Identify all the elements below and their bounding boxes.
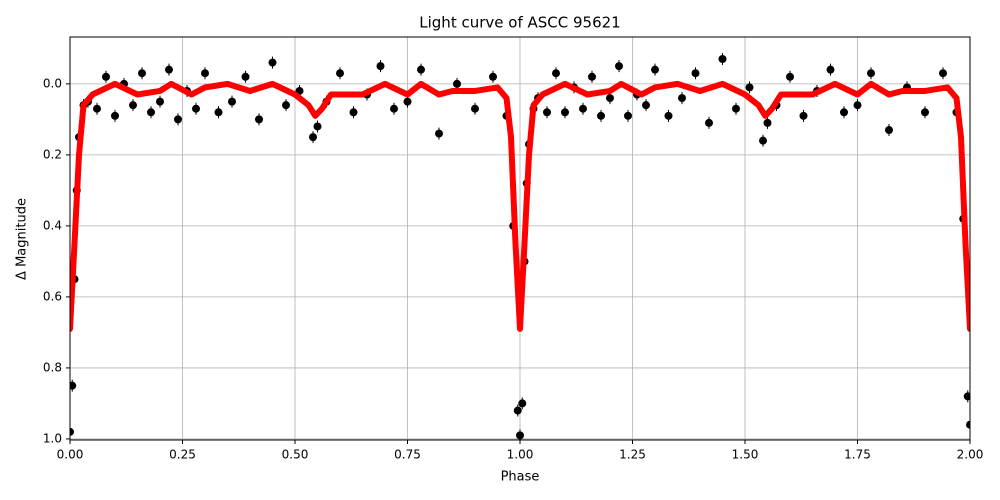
observation-point (489, 72, 497, 81)
observation-point (867, 69, 875, 78)
observation-point (513, 406, 522, 415)
observation-point (840, 108, 848, 117)
observation-point (70, 381, 77, 390)
observation-point (664, 111, 673, 120)
x-axis-label: Phase (501, 470, 540, 485)
observation-point (138, 69, 146, 78)
x-tick-label: 2.00 (957, 448, 984, 462)
observation-point (763, 118, 772, 127)
observation-point (853, 101, 862, 110)
observation-point (963, 392, 970, 401)
observation-point (228, 97, 236, 106)
observation-point (147, 108, 155, 117)
observation-point (241, 72, 250, 81)
x-tick-label: 1.25 (619, 448, 646, 462)
observation-point (732, 104, 740, 113)
observation-point (642, 101, 650, 110)
x-tick-label: 0.25 (169, 448, 196, 462)
observation-point (403, 97, 412, 106)
observation-point (885, 126, 893, 135)
observation-point (615, 62, 623, 71)
observation-point (597, 111, 605, 120)
observation-point (165, 65, 173, 74)
observation-point (624, 111, 632, 120)
x-tick-label: 0.00 (57, 448, 84, 462)
y-tick-label: 0.4 (43, 218, 62, 232)
observation-point (966, 420, 970, 429)
observation-point (376, 62, 385, 71)
x-tick-label: 1.75 (844, 448, 871, 462)
observation-point (453, 79, 461, 88)
observation-point (678, 94, 686, 103)
observation-point (313, 122, 322, 131)
observation-point (129, 101, 137, 110)
observation-point (588, 72, 596, 81)
observation-point (745, 83, 754, 92)
observation-point (651, 65, 659, 74)
y-tick-label: 0.0 (43, 76, 62, 90)
y-tick-label: 0.6 (43, 289, 62, 303)
observation-point (102, 72, 110, 81)
x-tick-label: 1.00 (507, 448, 534, 462)
y-tick-label: 0.2 (43, 147, 62, 161)
x-tick-label: 1.50 (732, 448, 759, 462)
observation-point (268, 58, 277, 67)
y-tick-label: 1.0 (43, 431, 62, 445)
model-line (70, 80, 970, 332)
x-tick-label: 0.50 (282, 448, 309, 462)
observation-point (799, 111, 808, 120)
observation-point (214, 108, 223, 117)
observation-point (309, 133, 317, 142)
observation-point (518, 399, 527, 408)
chart-title: Light curve of ASCC 95621 (419, 14, 620, 32)
observation-point (349, 108, 358, 117)
observation-point (921, 108, 929, 117)
y-axis-label: Δ Magnitude (15, 198, 30, 280)
observation-point (192, 104, 200, 113)
observation-point (516, 431, 524, 440)
observation-point (786, 72, 794, 81)
plot-frame (69, 36, 971, 441)
observation-point (939, 69, 947, 78)
observation-point (156, 97, 164, 106)
observation-point (561, 108, 569, 117)
observation-point (552, 69, 560, 78)
observation-point (759, 136, 767, 145)
observation-point (691, 69, 700, 78)
observation-point (336, 69, 344, 78)
observation-point (255, 115, 263, 124)
observation-point (111, 111, 119, 120)
observation-point (282, 101, 290, 110)
observation-point (435, 129, 443, 138)
observation-point (93, 104, 101, 113)
observation-point (543, 108, 551, 117)
observation-point (826, 65, 835, 74)
observation-point (718, 55, 727, 64)
observation-point (579, 104, 587, 113)
y-tick-label: 0.8 (43, 360, 62, 374)
observation-point (174, 115, 182, 124)
observation-point (390, 104, 398, 113)
observation-point (417, 65, 425, 74)
x-tick-label: 0.75 (394, 448, 421, 462)
observation-point (201, 69, 209, 78)
observation-point (70, 427, 74, 436)
observation-point (471, 104, 479, 113)
observation-point (705, 118, 713, 127)
observation-point (606, 94, 614, 103)
